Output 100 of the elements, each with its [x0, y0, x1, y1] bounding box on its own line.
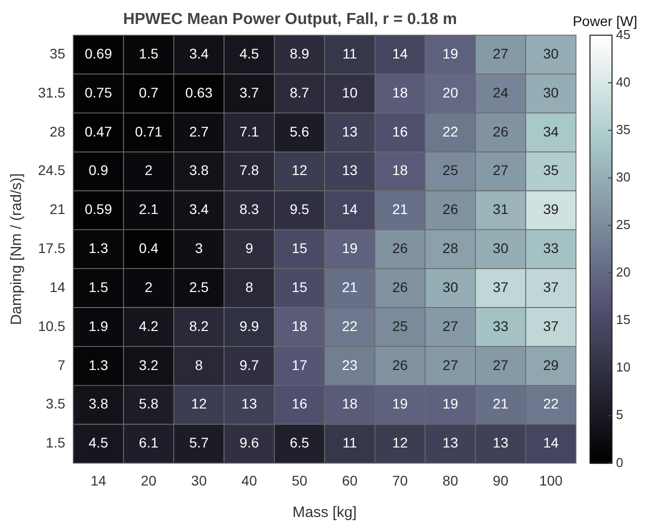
color-bar-label: 30	[616, 169, 630, 184]
data-label: 15	[292, 278, 308, 295]
data-label: 9	[245, 240, 254, 256]
data-label: 3.2	[138, 356, 159, 373]
data-label: 4.5	[239, 46, 260, 62]
data-label: 25	[442, 162, 458, 178]
x-axis-title: Mass [kg]	[292, 504, 357, 522]
data-label: 16	[292, 396, 308, 412]
data-label: 12	[392, 434, 408, 451]
data-label: 1.5	[138, 46, 159, 62]
x-tick-label: 50	[292, 472, 308, 488]
data-label: 16	[392, 123, 408, 140]
data-label: 22	[342, 318, 358, 334]
data-label: 33	[492, 318, 509, 334]
color-bar-label: 25	[616, 217, 630, 232]
data-label: 37	[543, 278, 559, 295]
data-label: 13	[342, 123, 358, 140]
data-label: 17	[292, 356, 308, 373]
data-label: 0.9	[88, 162, 108, 178]
data-label: 18	[342, 396, 358, 412]
data-label: 14	[342, 201, 358, 218]
data-label: 3	[195, 240, 204, 256]
data-label: 1.5	[88, 278, 108, 295]
data-label: 20	[442, 84, 458, 100]
data-label: 0.7	[138, 84, 159, 100]
data-label: 21	[342, 278, 358, 295]
data-label: 6.1	[138, 434, 159, 451]
color-bar-label: 10	[616, 360, 630, 375]
y-axis-title: Damping [Nm / (rad/s)]	[8, 173, 26, 326]
data-label: 26	[492, 123, 509, 140]
color-bar-label: 5	[616, 407, 624, 422]
x-tick-label: 20	[140, 472, 157, 488]
color-bar-title: Power [W]	[572, 13, 638, 30]
data-label: 30	[442, 278, 458, 295]
data-label: 26	[442, 201, 458, 218]
data-label: 18	[392, 162, 408, 178]
data-label: 29	[543, 356, 559, 373]
data-label: 30	[543, 84, 559, 100]
data-label: 22	[543, 396, 559, 412]
data-label: 27	[442, 318, 458, 334]
data-label: 10	[342, 84, 358, 100]
data-label: 0.63	[185, 84, 213, 100]
data-label: 13	[342, 162, 358, 178]
data-label: 1.9	[88, 318, 108, 334]
data-label: 30	[543, 46, 559, 62]
data-label: 19	[442, 396, 458, 412]
y-tick-label: 17.5	[38, 240, 66, 256]
data-label: 6.5	[290, 434, 310, 451]
data-label: 22	[442, 123, 458, 140]
y-tick-label: 24.5	[38, 162, 66, 178]
data-label: 15	[292, 240, 308, 256]
data-label: 25	[392, 318, 408, 334]
data-label: 0.75	[84, 84, 112, 100]
data-label: 1.3	[88, 240, 108, 256]
color-bar-label: 20	[616, 264, 630, 280]
data-label: 12	[292, 162, 308, 178]
x-tick-label: 90	[492, 472, 509, 488]
data-label: 11	[342, 46, 358, 62]
data-label: 11	[342, 434, 358, 451]
color-bar-label: 15	[616, 312, 630, 328]
data-label: 27	[492, 356, 509, 373]
y-tick-label: 35	[50, 46, 66, 62]
y-tick-label: 14	[50, 278, 66, 295]
data-label: 26	[392, 240, 408, 256]
data-label: 7.1	[239, 123, 260, 140]
data-label: 37	[543, 318, 559, 334]
data-label: 3.4	[189, 201, 209, 218]
data-label: 31	[492, 201, 509, 218]
data-label: 28	[442, 240, 458, 256]
y-tick-label: 3.5	[46, 396, 66, 412]
y-tick-label: 31.5	[38, 84, 66, 100]
data-label: 24	[492, 84, 509, 100]
x-tick-label: 40	[241, 472, 258, 488]
x-tick-label: 100	[539, 472, 563, 488]
y-tick-label: 10.5	[38, 318, 66, 334]
data-label: 19	[342, 240, 358, 256]
data-label: 13	[492, 434, 509, 451]
data-label: 8.2	[189, 318, 209, 334]
data-label: 9.7	[239, 356, 260, 373]
y-tick-label: 28	[50, 123, 66, 140]
y-tick-label: 21	[50, 201, 66, 218]
data-label: 26	[392, 356, 408, 373]
data-label: 1.3	[88, 356, 108, 373]
data-label: 26	[392, 278, 408, 295]
y-tick-label: 7	[57, 356, 66, 373]
data-label: 21	[392, 201, 408, 218]
data-label: 4.2	[138, 318, 159, 334]
data-label: 19	[442, 46, 458, 62]
x-tick-label: 14	[90, 472, 106, 488]
color-bar-label: 35	[616, 122, 630, 137]
data-label: 9.5	[290, 201, 310, 218]
data-label: 5.6	[290, 123, 310, 140]
data-label: 3.8	[189, 162, 209, 178]
data-label: 5.8	[138, 396, 159, 412]
data-label: 18	[292, 318, 308, 334]
data-label: 21	[492, 396, 509, 412]
data-label: 18	[392, 84, 408, 100]
data-label: 8	[195, 356, 204, 373]
data-label: 30	[492, 240, 509, 256]
data-label: 19	[392, 396, 408, 412]
